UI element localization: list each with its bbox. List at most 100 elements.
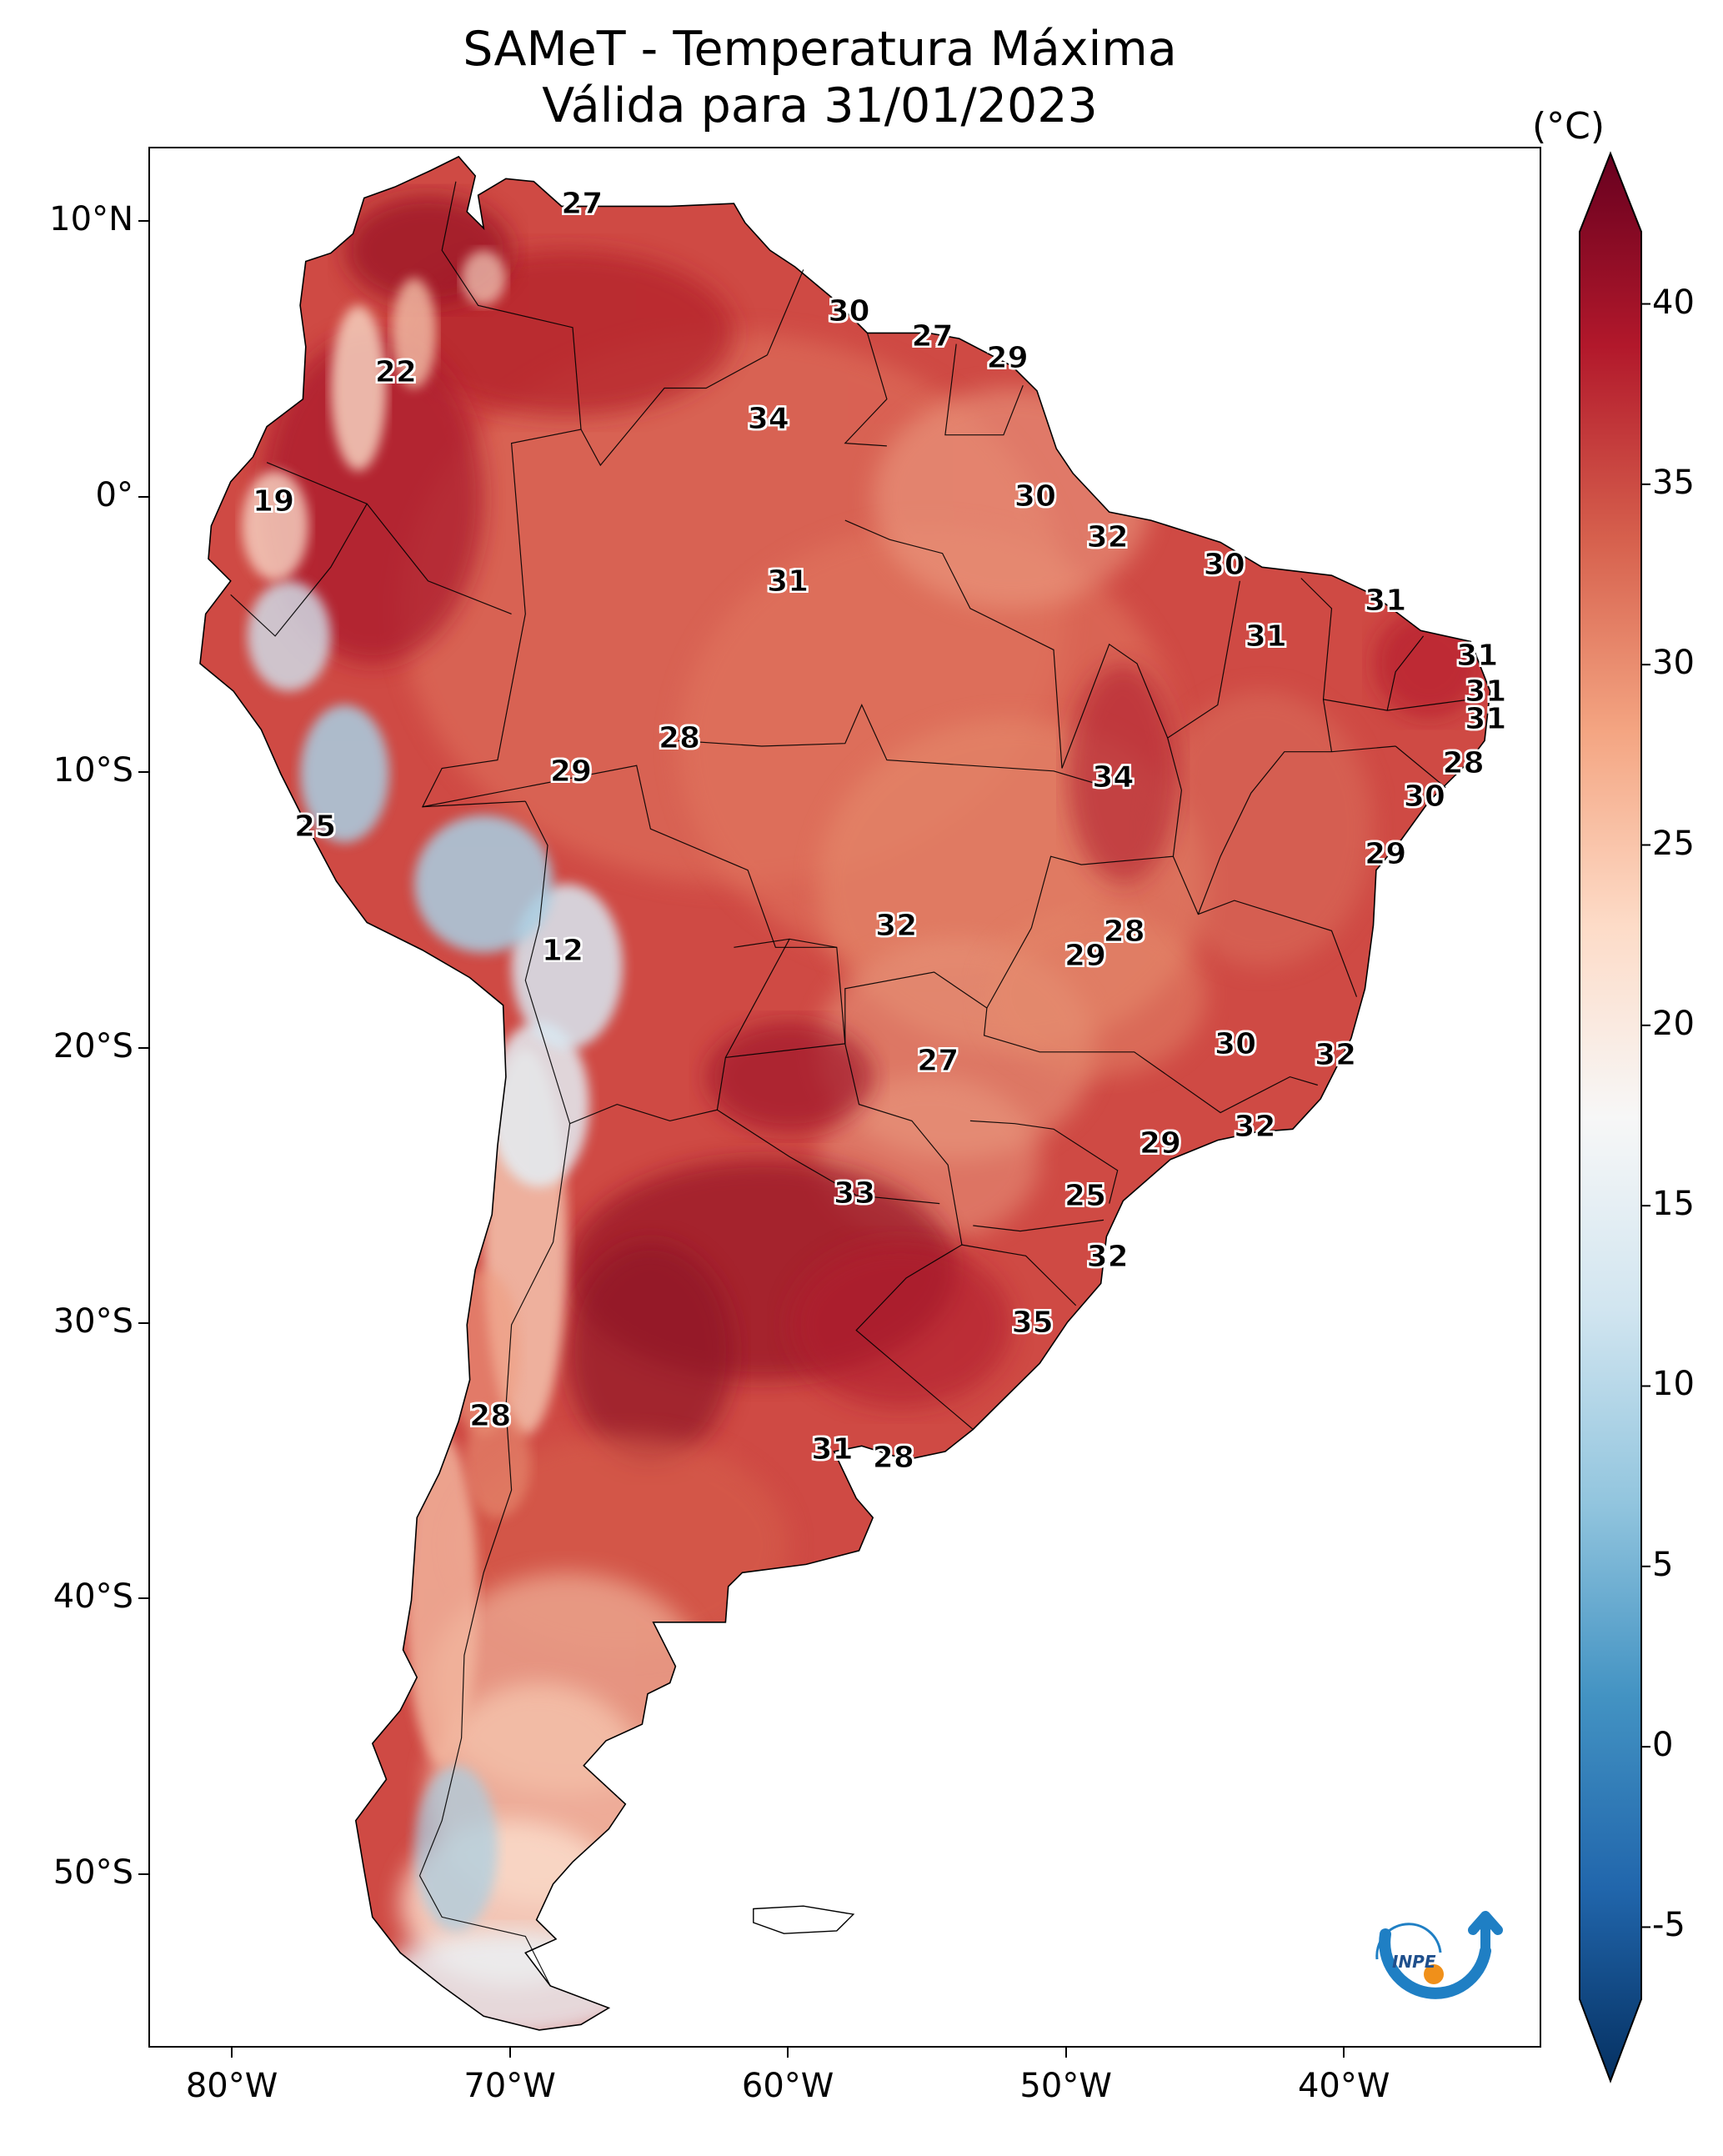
lat-tick-label: 10°N <box>49 200 133 239</box>
colorbar-tick-label: 15 <box>1652 1185 1695 1224</box>
station-temperature-label: 31 <box>767 564 809 599</box>
political-border <box>724 939 790 1058</box>
colorbar-tick-label: -5 <box>1652 1906 1685 1945</box>
lat-tick-label: 40°S <box>53 1577 133 1617</box>
station-temperature-label: 30 <box>1403 779 1445 814</box>
station-temperature-label: 25 <box>294 810 337 845</box>
political-border <box>1300 578 1333 752</box>
lon-tick-label: 50°W <box>1019 2067 1112 2105</box>
temperature-patch <box>413 1765 498 1931</box>
colorbar-body <box>1579 151 1642 2083</box>
political-border <box>983 927 1318 1114</box>
temperature-patch <box>706 1021 874 1132</box>
political-border <box>1030 643 1183 929</box>
station-temperature-label: 32 <box>1086 1239 1129 1274</box>
lon-tick-mark <box>231 2048 233 2058</box>
political-border <box>1172 855 1358 997</box>
political-border <box>969 1120 1119 1204</box>
political-border <box>1395 745 1446 789</box>
station-temperature-label: 31 <box>1465 702 1507 737</box>
political-border <box>422 765 974 1430</box>
station-temperature-label: 30 <box>1014 479 1057 514</box>
station-temperature-label: 30 <box>1203 548 1245 583</box>
station-temperature-label: 32 <box>1086 520 1129 555</box>
map-title: SAMeT - Temperatura Máxima <box>463 22 1177 77</box>
lat-tick-mark <box>138 771 148 774</box>
lat-tick-mark <box>138 220 148 223</box>
colorbar-tick-label: 10 <box>1652 1365 1695 1404</box>
station-temperature-label: 27 <box>911 319 954 354</box>
temperature-patch <box>461 250 506 306</box>
station-temperature-label: 32 <box>1234 1110 1276 1145</box>
political-border <box>524 800 845 1125</box>
temperature-patch <box>984 911 1207 1077</box>
station-temperature-label: 32 <box>875 909 918 944</box>
station-temperature-label: 28 <box>469 1399 512 1434</box>
lon-tick-label: 70°W <box>463 2067 556 2105</box>
station-temperature-label: 12 <box>541 933 584 968</box>
station-temperature-label: 28 <box>658 721 701 756</box>
colorbar-tick-label: 5 <box>1652 1545 1674 1584</box>
station-temperature-label: 28 <box>1103 914 1145 949</box>
colorbar-tick-label: 25 <box>1652 824 1695 863</box>
map-subtitle: Válida para 31/01/2023 <box>542 78 1098 133</box>
station-temperature-label: 32 <box>1315 1038 1357 1073</box>
political-border <box>441 181 582 430</box>
coastline <box>199 155 1491 2031</box>
lon-tick-mark <box>508 2048 511 2058</box>
lon-tick-label: 80°W <box>185 2067 278 2105</box>
temperature-field <box>200 156 1490 2030</box>
colorbar-unit: (°C) <box>1532 105 1605 148</box>
temperature-patch <box>567 1241 734 1463</box>
colorbar-tick-label: 40 <box>1652 283 1695 322</box>
political-border <box>678 704 1109 789</box>
station-temperature-label: 34 <box>1092 760 1134 795</box>
lat-tick-mark <box>138 1046 148 1049</box>
station-temperature-label: 29 <box>1139 1126 1182 1161</box>
station-temperature-label: 27 <box>917 1044 959 1079</box>
temperature-patch <box>1150 691 1374 967</box>
station-temperature-label: 29 <box>549 755 593 790</box>
lon-tick-label: 60°W <box>741 2067 834 2105</box>
temperature-patch <box>463 1407 531 1518</box>
lat-tick-mark <box>138 1873 148 1875</box>
temperature-patch <box>405 1435 478 1766</box>
south-america-landmass <box>199 155 1491 2031</box>
lat-tick-label: 0° <box>95 475 133 514</box>
lat-tick-mark <box>138 495 148 498</box>
temperature-patch <box>1067 663 1180 885</box>
temperature-patch <box>392 278 437 389</box>
station-temperature-label: 30 <box>1215 1027 1257 1062</box>
station-temperature-label: 30 <box>828 294 870 329</box>
temperature-patch <box>488 1021 589 1187</box>
lat-tick-label: 20°S <box>53 1026 133 1065</box>
colorbar-tick-label: 30 <box>1652 644 1695 683</box>
station-temperature-label: 33 <box>834 1176 876 1211</box>
temperature-patch <box>372 1930 651 2030</box>
lat-tick-mark <box>138 1321 148 1324</box>
lon-tick-mark <box>1064 2048 1067 2058</box>
political-border <box>366 503 512 614</box>
inpe-logo: INPE <box>1375 1911 1503 1999</box>
lat-tick-label: 10°S <box>53 751 133 790</box>
lon-tick-mark <box>1343 2048 1345 2058</box>
lat-tick-mark <box>138 1597 148 1600</box>
lon-tick-mark <box>787 2048 789 2058</box>
falkland-islands <box>753 1905 855 1934</box>
station-temperature-label: 31 <box>1465 674 1507 709</box>
temperature-patch <box>242 470 309 581</box>
political-border <box>717 1109 940 1205</box>
station-temperature-label: 29 <box>1064 939 1107 974</box>
political-border <box>1197 745 1396 915</box>
station-temperature-label: 25 <box>1064 1178 1107 1213</box>
colorbar-tick-label: 35 <box>1652 463 1695 502</box>
station-temperature-label: 29 <box>986 341 1029 376</box>
station-temperature-label: 35 <box>1011 1305 1054 1340</box>
station-temperature-label: 31 <box>811 1431 854 1467</box>
temperature-patch <box>300 704 389 843</box>
political-border <box>418 1123 571 1987</box>
colorbar-tick-label: 20 <box>1652 1004 1695 1043</box>
political-border <box>421 354 768 808</box>
temperature-patch <box>789 1241 1012 1408</box>
political-border <box>844 333 888 447</box>
